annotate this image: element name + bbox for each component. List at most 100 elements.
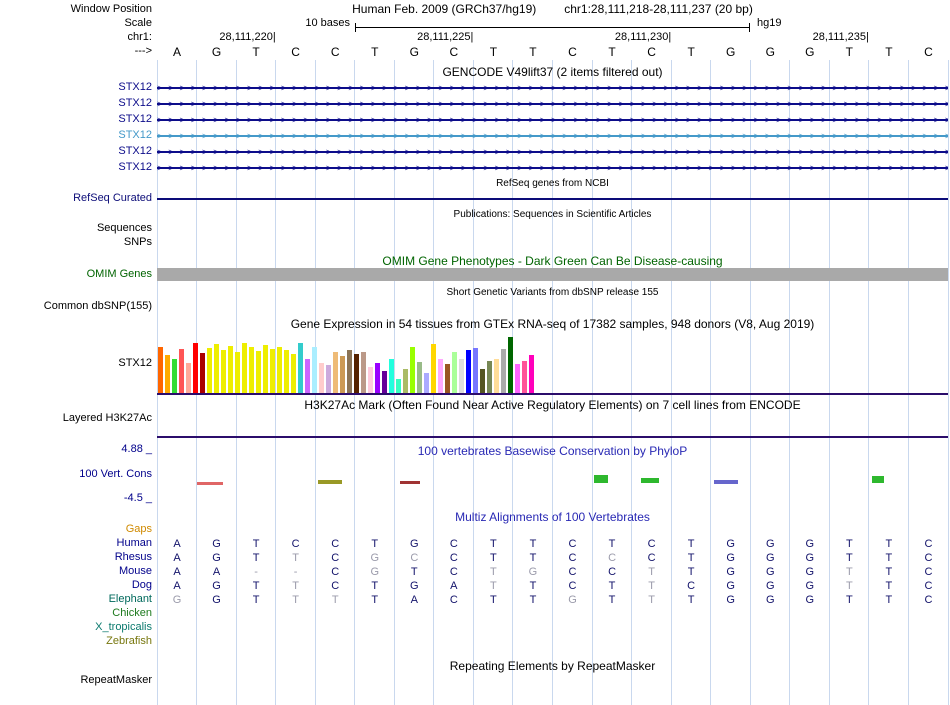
gene-model-row-stx12[interactable]: >>>>>>>>>>>>>>>>>>>>>>>>>>>>>>>>>>>>>>>>… (157, 144, 948, 160)
gtex-bar[interactable] (256, 351, 261, 393)
track-label-stx12-2[interactable]: STX12 (118, 97, 152, 109)
gtex-bar[interactable] (382, 371, 387, 393)
gtex-bar[interactable] (305, 359, 310, 393)
reference-base: T (608, 45, 616, 59)
gtex-bar[interactable] (508, 337, 513, 393)
gtex-bar[interactable] (354, 354, 359, 393)
multiz-label-mouse[interactable]: Mouse (118, 565, 152, 577)
track-label-stx12-1[interactable]: STX12 (118, 81, 152, 93)
track-label-100-vert-cons[interactable]: 100 Vert. Cons (79, 468, 152, 480)
gtex-bar[interactable] (298, 343, 303, 393)
gtex-bar[interactable] (466, 350, 471, 393)
gtex-bar[interactable] (312, 347, 317, 393)
gtex-bar[interactable] (438, 359, 443, 393)
gtex-bar[interactable] (207, 348, 212, 393)
track-label-snps[interactable]: SNPs (123, 236, 152, 248)
multiz-label-zebrafish[interactable]: Zebrafish (106, 635, 152, 647)
multiz-base: T (252, 580, 260, 592)
strand-arrowheads: >>>>>>>>>>>>>>>>>>>>>>>>>>>>>>>>>>>>>>>>… (157, 147, 948, 157)
gtex-bar[interactable] (165, 355, 170, 393)
multiz-base: G (805, 594, 815, 606)
gtex-bar[interactable] (319, 363, 324, 393)
gtex-bar[interactable] (214, 344, 219, 393)
track-label-common-dbsnp[interactable]: Common dbSNP(155) (43, 300, 152, 312)
gtex-bar[interactable] (340, 356, 345, 393)
gtex-bar[interactable] (291, 354, 296, 393)
gtex-bar[interactable] (263, 345, 268, 393)
track-label-stx12-5[interactable]: STX12 (118, 145, 152, 157)
gtex-bar[interactable] (494, 359, 499, 393)
gtex-bar[interactable] (221, 350, 226, 393)
strand-arrowheads: >>>>>>>>>>>>>>>>>>>>>>>>>>>>>>>>>>>>>>>>… (157, 83, 948, 93)
gtex-bar[interactable] (326, 365, 331, 393)
guideline (868, 60, 870, 705)
reference-base: T (371, 45, 379, 59)
gtex-bar[interactable] (487, 361, 492, 393)
multiz-base: T (648, 566, 655, 578)
multiz-base: C (608, 552, 617, 564)
gtex-bar[interactable] (417, 362, 422, 393)
omim-gene-item[interactable] (157, 268, 948, 281)
gtex-bar[interactable] (186, 363, 191, 393)
track-label-stx12-3[interactable]: STX12 (118, 113, 152, 125)
gtex-bar[interactable] (228, 346, 233, 393)
track-label-omim-genes[interactable]: OMIM Genes (86, 268, 152, 280)
gtex-bar[interactable] (459, 359, 464, 393)
gene-model-row-stx12[interactable]: >>>>>>>>>>>>>>>>>>>>>>>>>>>>>>>>>>>>>>>>… (157, 80, 948, 96)
gene-model-row-stx12[interactable]: >>>>>>>>>>>>>>>>>>>>>>>>>>>>>>>>>>>>>>>>… (157, 96, 948, 112)
gtex-bar[interactable] (375, 363, 380, 393)
gtex-bar[interactable] (200, 353, 205, 393)
gtex-bar[interactable] (284, 350, 289, 393)
gtex-bar[interactable] (249, 347, 254, 393)
gtex-bar[interactable] (333, 352, 338, 393)
gene-model-row-stx12[interactable]: >>>>>>>>>>>>>>>>>>>>>>>>>>>>>>>>>>>>>>>>… (157, 128, 948, 144)
gene-model-row-stx12[interactable]: >>>>>>>>>>>>>>>>>>>>>>>>>>>>>>>>>>>>>>>>… (157, 160, 948, 176)
gtex-bar[interactable] (242, 343, 247, 393)
multiz-base: T (845, 580, 853, 592)
gtex-bar[interactable] (158, 347, 163, 393)
track-label-sequences[interactable]: Sequences (96, 222, 152, 234)
multiz-label-dog[interactable]: Dog (131, 579, 152, 591)
multiz-label-x_tropicalis[interactable]: X_tropicalis (95, 621, 152, 633)
gtex-bar[interactable] (361, 352, 366, 393)
gtex-bar[interactable] (193, 343, 198, 393)
gtex-bar[interactable] (403, 369, 408, 393)
track-label-stx12-6[interactable]: STX12 (118, 161, 152, 173)
track-label-refseq-curated[interactable]: RefSeq Curated (73, 192, 152, 204)
gtex-bar[interactable] (347, 350, 352, 393)
gtex-bar[interactable] (529, 355, 534, 393)
gtex-bar[interactable] (501, 349, 506, 393)
gtex-bar[interactable] (452, 352, 457, 393)
gene-model-row-stx12[interactable]: >>>>>>>>>>>>>>>>>>>>>>>>>>>>>>>>>>>>>>>>… (157, 112, 948, 128)
track-label-gtex-stx12[interactable]: STX12 (118, 357, 152, 369)
gtex-bar[interactable] (424, 373, 429, 393)
strand-arrowheads: >>>>>>>>>>>>>>>>>>>>>>>>>>>>>>>>>>>>>>>>… (157, 115, 948, 125)
multiz-label-gaps[interactable]: Gaps (125, 523, 152, 535)
gtex-bar[interactable] (522, 361, 527, 393)
gtex-bar[interactable] (368, 367, 373, 393)
gtex-bar[interactable] (270, 349, 275, 393)
gtex-bar[interactable] (410, 347, 415, 393)
gtex-bar[interactable] (389, 359, 394, 393)
gtex-bar[interactable] (473, 348, 478, 393)
multiz-label-human[interactable]: Human (116, 537, 152, 549)
gtex-bar[interactable] (179, 349, 184, 393)
multiz-label-rhesus[interactable]: Rhesus (114, 551, 152, 563)
gtex-bar[interactable] (235, 352, 240, 393)
multiz-label-elephant[interactable]: Elephant (108, 593, 152, 605)
track-label-stx12-4[interactable]: STX12 (118, 129, 152, 141)
gtex-bar[interactable] (277, 347, 282, 393)
gtex-bar[interactable] (480, 369, 485, 393)
gtex-bar[interactable] (431, 344, 436, 393)
track-label-repeatmasker[interactable]: RepeatMasker (80, 674, 152, 686)
multiz-base: T (292, 594, 299, 606)
refseq-item-line[interactable] (157, 198, 948, 200)
multiz-base: C (568, 580, 577, 592)
gtex-bar[interactable] (172, 359, 177, 393)
track-label-layered-h3k27ac[interactable]: Layered H3K27Ac (62, 412, 152, 424)
gtex-bar[interactable] (515, 364, 520, 393)
gtex-bar[interactable] (445, 364, 450, 393)
multiz-label-chicken[interactable]: Chicken (112, 607, 152, 619)
gtex-bar[interactable] (396, 379, 401, 393)
multiz-base: C (924, 566, 933, 578)
